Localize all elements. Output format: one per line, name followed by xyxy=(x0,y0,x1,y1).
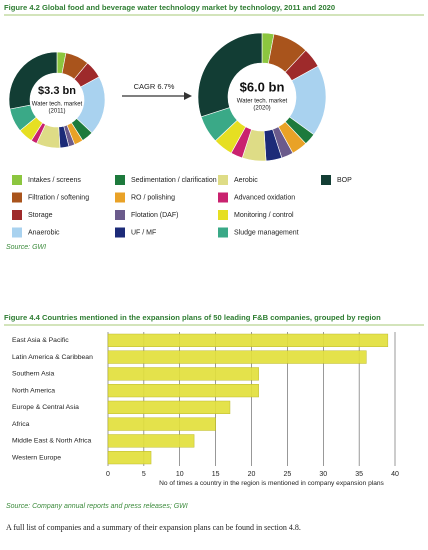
y-tick-label: Africa xyxy=(12,421,30,428)
legend-swatch xyxy=(218,210,228,220)
arrow-head xyxy=(184,92,192,100)
figure-title: Figure 4.2 Global food and beverage wate… xyxy=(4,3,335,12)
center-sublabel: (2011) xyxy=(49,109,66,115)
legend-label: UF / MF xyxy=(131,229,156,236)
y-tick-label: East Asia & Pacific xyxy=(12,337,69,344)
legend-label: Aerobic xyxy=(234,177,258,184)
center-sublabel: Water tech. market xyxy=(237,99,288,105)
source: Source: GWI xyxy=(6,244,46,251)
y-tick-label: Europe & Central Asia xyxy=(12,404,79,411)
legend-label: Sedimentation / clarification xyxy=(131,177,217,184)
legend-label: RO / polishing xyxy=(131,194,175,201)
legend-swatch xyxy=(218,175,228,185)
legend-label: Monitoring / control xyxy=(234,212,294,219)
bar xyxy=(107,434,195,448)
donut-segment xyxy=(8,51,58,110)
legend-label: Advanced oxidation xyxy=(234,194,295,201)
center-sublabel: Water tech. market xyxy=(32,102,83,108)
legend-label: Flotation (DAF) xyxy=(131,212,178,219)
y-tick-label: Middle East & North Africa xyxy=(12,438,92,445)
legend-swatch xyxy=(321,175,331,185)
bar xyxy=(107,384,259,398)
y-tick-label: Latin America & Caribbean xyxy=(12,354,93,361)
x-tick-label: 40 xyxy=(391,471,399,478)
annotation: CAGR 6.7% xyxy=(134,82,175,91)
x-tick-label: 35 xyxy=(355,471,363,478)
legend-label: BOP xyxy=(337,177,352,184)
bar xyxy=(107,333,389,347)
legend-swatch xyxy=(115,227,125,238)
legend-swatch xyxy=(115,210,125,220)
legend-swatch xyxy=(12,210,22,220)
y-tick-label: Western Europe xyxy=(12,454,61,461)
legend-label: Intakes / screens xyxy=(28,177,81,184)
x-tick-label: 20 xyxy=(248,471,256,478)
x-tick-label: 15 xyxy=(212,471,220,478)
legend-label: Filtration / softening xyxy=(28,194,89,201)
bar xyxy=(107,350,367,364)
legend-swatch xyxy=(218,192,228,203)
x-tick-label: 10 xyxy=(176,471,184,478)
center-label: $6.0 bn xyxy=(240,79,285,94)
legend-swatch xyxy=(12,175,22,185)
x-tick-label: 30 xyxy=(319,471,327,478)
bar xyxy=(107,367,259,381)
bar xyxy=(107,400,231,414)
legend-label: Anaerobic xyxy=(28,229,60,236)
x-tick-label: 5 xyxy=(142,471,146,478)
legend-label: Storage xyxy=(28,212,53,219)
legend-swatch xyxy=(12,227,22,238)
source: Source: Company annual reports and press… xyxy=(6,503,188,510)
x-tick-label: 25 xyxy=(283,471,291,478)
legend-label: Sludge management xyxy=(234,229,299,236)
legend-swatch xyxy=(218,227,228,238)
x-tick-label: 0 xyxy=(106,471,110,478)
center-label: $3.3 bn xyxy=(38,85,76,97)
y-tick-label: North America xyxy=(12,387,55,394)
legend-swatch xyxy=(12,192,22,203)
center-sublabel: (2020) xyxy=(253,106,270,112)
y-tick-label: Southern Asia xyxy=(12,371,55,378)
bar xyxy=(107,451,152,465)
legend-swatch xyxy=(115,175,125,185)
figure-title: Figure 4.4 Countries mentioned in the ex… xyxy=(4,313,381,322)
x-axis-title: No of times a country in the region is m… xyxy=(159,480,384,487)
legend-swatch xyxy=(115,192,125,203)
donut-segment xyxy=(197,32,263,118)
bar xyxy=(107,417,216,431)
body-text: A full list of companies and a summary o… xyxy=(6,523,301,532)
